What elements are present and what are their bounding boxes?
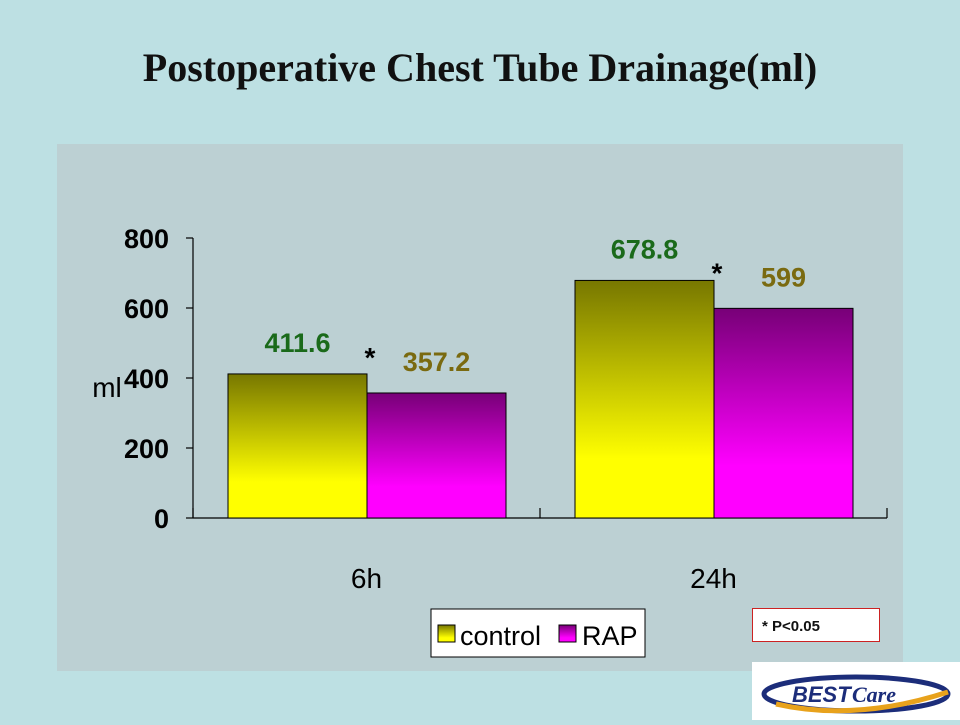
y-tick-label: 200	[124, 434, 169, 464]
bar-rap-6h	[366, 392, 507, 519]
svg-text:Care: Care	[852, 682, 896, 707]
svg-text:BEST: BEST	[792, 682, 852, 707]
significance-asterisk: *	[712, 257, 723, 288]
bar-control-6h	[227, 373, 368, 519]
legend-label-control: control	[460, 621, 541, 651]
legend-swatch-control	[437, 624, 456, 643]
data-label: 411.6	[264, 328, 330, 358]
slide-title: Postoperative Chest Tube Drainage(ml)	[142, 45, 818, 90]
x-category-label: 6h	[351, 563, 382, 594]
y-tick-label: 400	[124, 364, 169, 394]
data-label: 357.2	[403, 347, 471, 377]
bar-rap-24h	[713, 307, 854, 519]
x-category-label: 24h	[690, 563, 737, 594]
legend-box	[430, 608, 646, 658]
significance-asterisk: *	[365, 342, 376, 373]
legend-label-rap: RAP	[582, 621, 638, 651]
significance-note: * P<0.05	[752, 608, 880, 642]
bestcare-logo: BEST Care	[752, 662, 960, 720]
data-label: 599	[761, 262, 806, 292]
bar-control-24h	[574, 279, 715, 519]
y-axis-label: ml	[92, 372, 122, 403]
y-tick-label: 0	[154, 504, 169, 534]
data-label: 678.8	[611, 234, 679, 264]
legend-swatch-rap	[558, 624, 577, 643]
y-tick-label: 800	[124, 224, 169, 254]
y-tick-label: 600	[124, 294, 169, 324]
